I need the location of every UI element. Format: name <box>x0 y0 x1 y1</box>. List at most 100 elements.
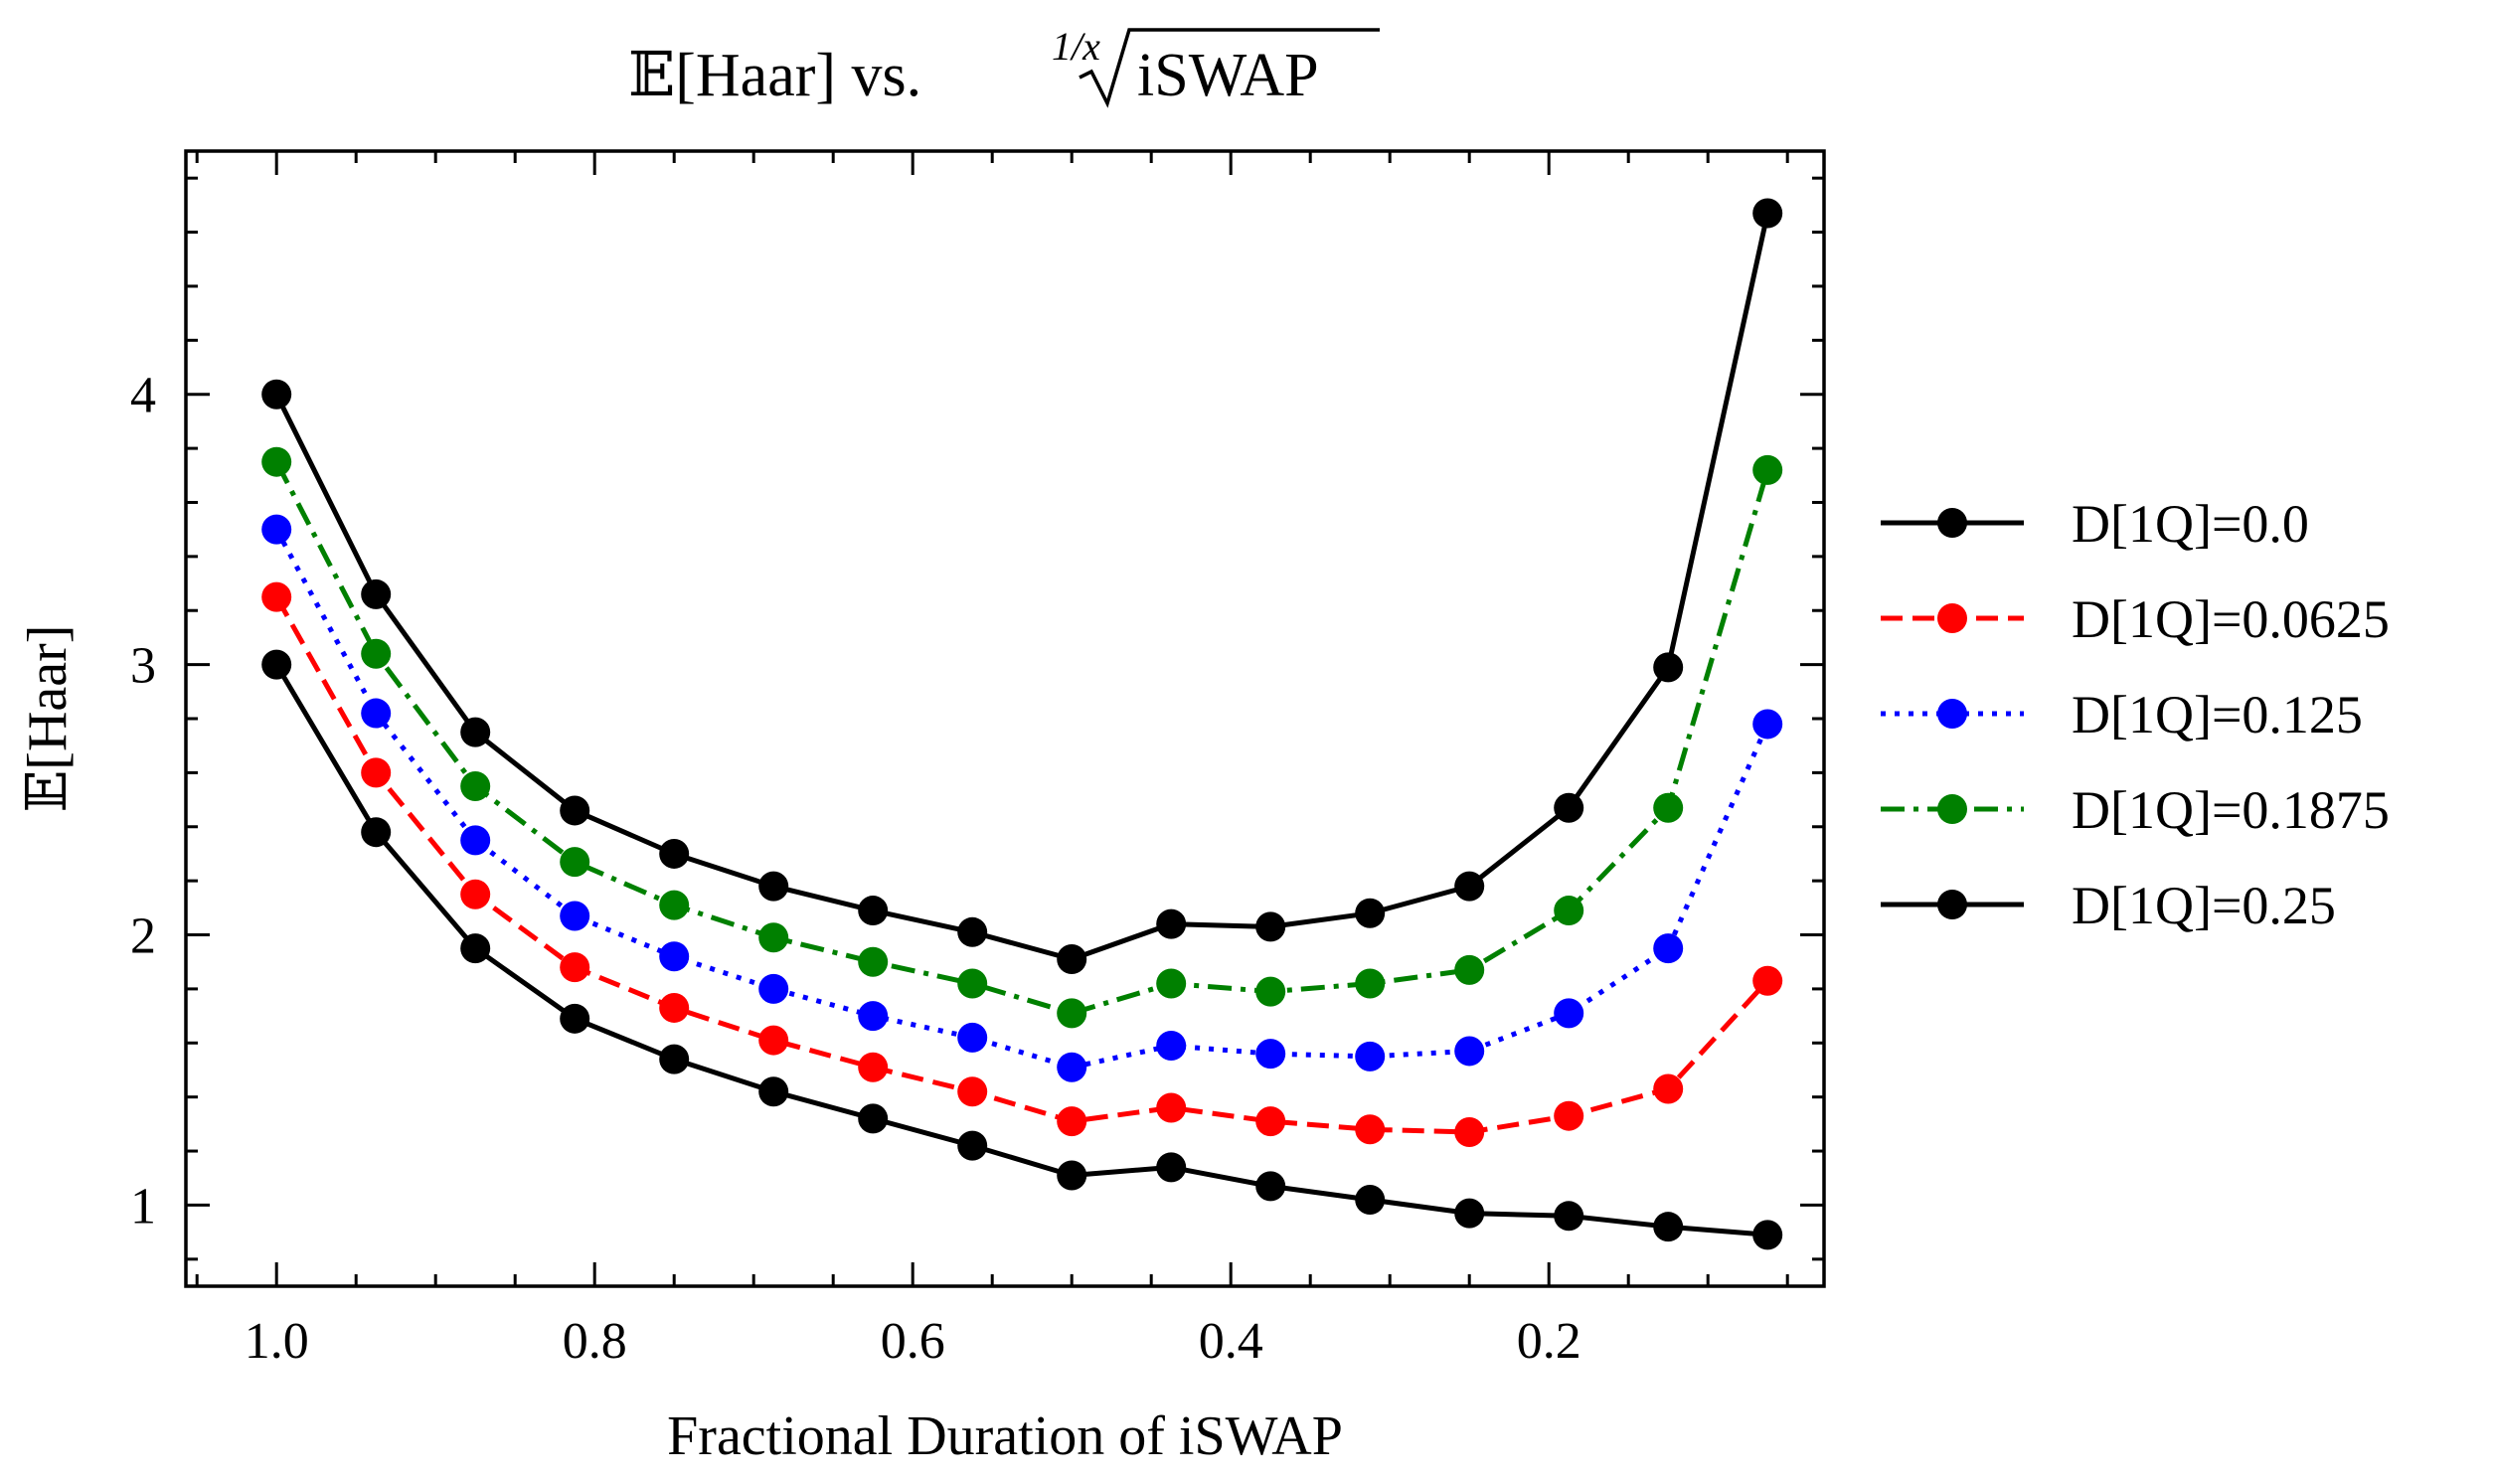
series-4-point <box>758 871 789 902</box>
x-axis-label: Fractional Duration of iSWAP <box>667 1405 1343 1467</box>
series-4-point <box>659 838 690 869</box>
series-3-point <box>1255 976 1286 1007</box>
series-1-point <box>1255 1106 1286 1137</box>
x-tick-label: 0.6 <box>881 1313 945 1370</box>
series-0-point <box>1752 1220 1783 1250</box>
series-3-point <box>1554 896 1584 926</box>
series-4-point <box>1355 898 1386 928</box>
series-1-point <box>1454 1117 1485 1148</box>
series-2-point <box>1554 998 1584 1029</box>
series-line-3 <box>273 460 1770 1016</box>
series-4-point <box>1057 943 1087 974</box>
series-3-point <box>1653 792 1684 823</box>
series-lines <box>273 212 1770 1237</box>
series-2-point <box>957 1022 988 1053</box>
x-tick-label: 1.0 <box>245 1313 309 1370</box>
legend-marker-2 <box>1937 699 1967 729</box>
series-4-point <box>858 896 889 926</box>
series-2-point <box>361 698 392 729</box>
series-1-point <box>361 757 392 788</box>
legend-label-4: D[1Q]=0.25 <box>2072 876 2336 935</box>
series-2-point <box>858 1001 889 1032</box>
series-2-point <box>1355 1041 1386 1072</box>
series-1-point <box>1355 1114 1386 1145</box>
series-line-4 <box>273 212 1770 962</box>
series-1-point <box>957 1076 988 1107</box>
series-1-point <box>659 992 690 1023</box>
legend-marker-1 <box>1937 603 1967 633</box>
x-tick-label: 0.4 <box>1199 1313 1263 1370</box>
legend-label-1: D[1Q]=0.0625 <box>2072 589 2390 649</box>
series-0-point <box>957 1130 988 1161</box>
series-line-0 <box>274 663 1768 1237</box>
y-tick-label: 4 <box>130 368 156 424</box>
chart-title-radical-sign <box>1079 28 1380 108</box>
chart-title-radicand: iSWAP <box>1137 42 1319 109</box>
series-1-point <box>858 1052 889 1082</box>
series-2-point <box>1057 1052 1087 1082</box>
legend-marker-3 <box>1937 794 1967 824</box>
series-line-1 <box>274 595 1770 1135</box>
series-0-point <box>659 1044 690 1074</box>
series-2-point <box>460 825 491 856</box>
series-0-point <box>261 649 292 680</box>
series-3-point <box>560 847 590 878</box>
series-1-point <box>460 879 491 909</box>
series-3-point <box>361 638 392 669</box>
series-4-point <box>1554 792 1584 823</box>
series-3-point <box>858 946 889 977</box>
series-0-point <box>1057 1160 1087 1191</box>
series-4-point <box>1752 198 1783 229</box>
series-0-point <box>858 1103 889 1134</box>
series-3-point <box>1057 998 1087 1029</box>
series-0-point <box>1255 1171 1286 1202</box>
series-1-point <box>758 1025 789 1056</box>
series-line-2 <box>274 528 1770 1071</box>
series-0-point <box>560 1003 590 1034</box>
legend-marker-4 <box>1937 890 1967 919</box>
series-4-point <box>560 795 590 826</box>
chart-title-prefix: 𝔼[Haar] vs. <box>628 42 921 109</box>
series-2-point <box>758 973 789 1004</box>
legend-marker-0 <box>1937 508 1967 538</box>
series-1-point <box>1752 965 1783 996</box>
series-2-point <box>560 901 590 931</box>
chart-title-root-index: 1/x <box>1052 24 1100 69</box>
series-0-point <box>1554 1201 1584 1232</box>
series-1-point <box>1554 1100 1584 1131</box>
series-0-point <box>1355 1184 1386 1215</box>
series-1-point <box>261 581 292 612</box>
plot-area <box>261 198 1783 1250</box>
series-4-point <box>261 379 292 410</box>
series-2-point <box>1454 1036 1485 1067</box>
series-2-point <box>1255 1039 1286 1070</box>
series-4-point <box>1454 871 1485 902</box>
chart-title: 𝔼[Haar] vs. 1/x iSWAP <box>628 24 1380 109</box>
series-2-point <box>1752 709 1783 740</box>
series-4-point <box>1255 911 1286 942</box>
series-3-point <box>460 770 491 801</box>
series-4-point <box>460 717 491 747</box>
series-3-point <box>1454 954 1485 985</box>
series-2-point <box>659 941 690 972</box>
y-tick-label: 2 <box>130 908 156 965</box>
legend-label-2: D[1Q]=0.125 <box>2072 685 2363 744</box>
series-3-point <box>261 446 292 477</box>
series-3-point <box>659 890 690 920</box>
series-0-point <box>1653 1212 1684 1242</box>
series-0-point <box>1454 1198 1485 1229</box>
series-1-point <box>1156 1092 1187 1123</box>
y-tick-label: 3 <box>130 638 156 695</box>
y-axis-label: 𝔼[Haar] <box>17 625 79 813</box>
series-3-point <box>1156 968 1187 999</box>
series-0-point <box>361 817 392 848</box>
y-tick-label: 1 <box>130 1178 156 1235</box>
series-4-point <box>1653 652 1684 683</box>
series-0-point <box>460 933 491 964</box>
series-3-point <box>957 968 988 999</box>
series-points <box>261 198 1783 1250</box>
axis-ticks <box>186 151 1824 1286</box>
series-3-point <box>758 922 789 953</box>
legend: D[1Q]=0.0 D[1Q]=0.0625 D[1Q]=0.125 D[1Q]=0.… <box>1881 494 2390 935</box>
